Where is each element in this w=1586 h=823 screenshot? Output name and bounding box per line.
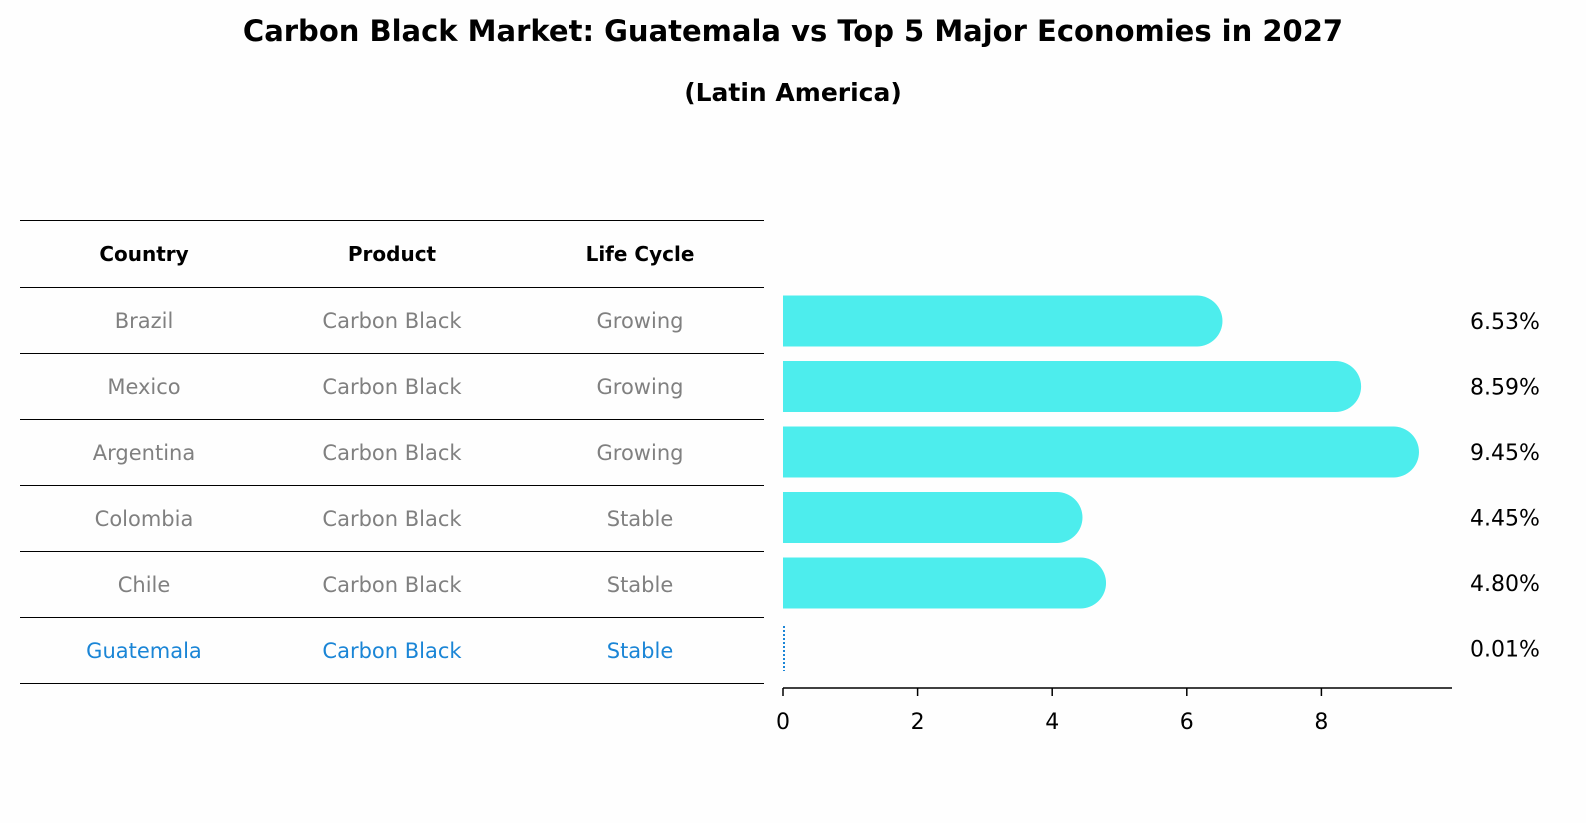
x-tick-label: 0 [776,710,790,735]
bar-colombia [783,492,1083,543]
table-row-highlighted: Guatemala Carbon Black Stable [20,617,764,684]
table-row: Chile Carbon Black Stable [20,551,764,618]
bar-mexico [783,361,1362,412]
chart-subtitle: (Latin America) [684,78,902,107]
cell-life-cycle: Growing [516,353,764,420]
cell-country: Argentina [20,419,268,486]
cell-life-cycle: Stable [516,617,764,684]
cell-product: Carbon Black [268,287,516,354]
cell-country: Guatemala [20,617,268,684]
header-country: Country [20,220,268,288]
header-product: Product [268,220,516,288]
bar-chile [783,557,1107,609]
header-life-cycle: Life Cycle [516,220,764,288]
table-row: Mexico Carbon Black Growing [20,353,764,420]
value-label-mexico: 8.59% [1470,376,1540,401]
data-table: Country Product Life Cycle Brazil Carbon… [20,220,764,684]
cell-country: Colombia [20,485,268,552]
table-header-row: Country Product Life Cycle [20,220,764,288]
value-label-colombia: 4.45% [1470,507,1540,532]
cell-product: Carbon Black [268,353,516,420]
cell-country: Mexico [20,353,268,420]
table-row: Colombia Carbon Black Stable [20,485,764,552]
x-tick-label: 2 [911,710,925,735]
cell-product: Carbon Black [268,485,516,552]
chart-title: Carbon Black Market: Guatemala vs Top 5 … [242,14,1344,48]
value-label-guatemala: 0.01% [1470,638,1540,663]
cell-product: Carbon Black [268,419,516,486]
value-label-argentina: 9.45% [1470,441,1540,466]
bar-argentina [783,426,1419,478]
value-label-brazil: 6.53% [1470,310,1540,335]
cell-life-cycle: Growing [516,419,764,486]
x-tick-label: 6 [1180,710,1194,735]
bar-brazil [783,295,1223,347]
table-row: Brazil Carbon Black Growing [20,287,764,354]
cell-life-cycle: Growing [516,287,764,354]
cell-product: Carbon Black [268,617,516,684]
x-tick-label: 4 [1045,710,1059,735]
cell-product: Carbon Black [268,551,516,618]
table-row: Argentina Carbon Black Growing [20,419,764,486]
cell-country: Brazil [20,287,268,354]
cell-country: Chile [20,551,268,618]
cell-life-cycle: Stable [516,551,764,618]
value-label-chile: 4.80% [1470,572,1540,597]
x-tick-label: 8 [1314,710,1328,735]
cell-life-cycle: Stable [516,485,764,552]
